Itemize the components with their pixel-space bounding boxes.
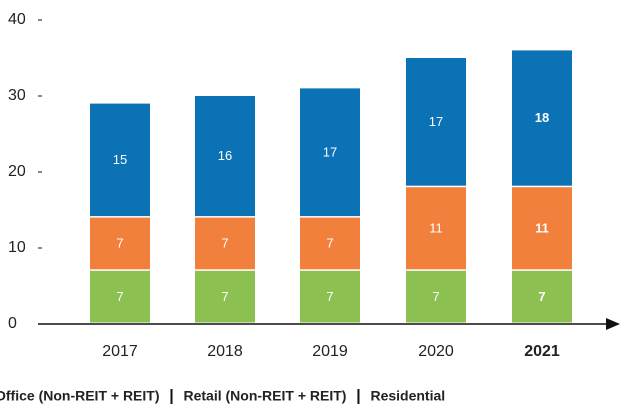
bar-segment [406,187,466,270]
bar-segment [512,187,572,270]
data-label: 7 [326,236,333,251]
data-label: 7 [432,289,439,304]
y-tick-label: 10 [8,239,26,256]
bar-segment [300,217,360,270]
x-tick-label: 2020 [418,343,454,360]
bar-segment [300,88,360,217]
bar-segment [512,270,572,323]
bar-segment [406,270,466,323]
legend-label: Residential [370,388,445,404]
bar-segment [300,270,360,323]
bar-segment [90,217,150,270]
data-label: 7 [221,289,228,304]
y-tick-label: 0 [8,315,17,332]
bar-segment [195,270,255,323]
y-tick-label: 20 [8,163,26,180]
bar-segment [406,58,466,186]
bar-segment [90,103,150,217]
legend-label: Office (Non-REIT + REIT) [0,388,160,404]
x-tick-label: 2017 [102,343,138,360]
bar-segment [90,270,150,323]
x-tick-label: 2021 [524,343,560,360]
data-label: 18 [535,110,549,125]
y-tick-label: 30 [8,87,26,104]
x-tick-label: 2018 [207,343,243,360]
bar-segment [195,217,255,270]
data-label: 11 [429,220,443,235]
data-label: 7 [326,289,333,304]
data-label: 7 [116,236,123,251]
bar-segment [512,50,572,186]
data-label: 16 [218,148,232,163]
data-label: 11 [535,220,549,235]
y-tick-label: 40 [8,11,26,28]
data-label: 7 [116,289,123,304]
bar-segment [195,96,255,217]
data-label: 7 [538,289,545,304]
data-label: 7 [221,236,228,251]
x-tick-label: 2019 [312,343,348,360]
data-label: 15 [113,152,127,167]
axis-arrow [606,318,620,330]
data-label: 17 [323,144,337,159]
legend-label: Retail (Non-REIT + REIT) [184,388,347,404]
data-label: 17 [429,114,443,129]
